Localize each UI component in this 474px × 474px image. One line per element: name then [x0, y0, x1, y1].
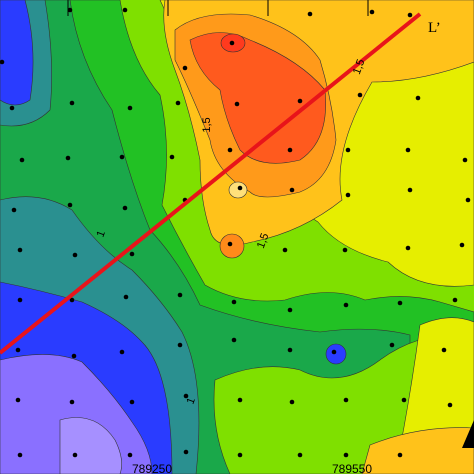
sample-point	[183, 449, 189, 455]
patch-yellow	[228, 181, 248, 199]
sample-point	[345, 192, 351, 198]
sample-point	[229, 40, 235, 46]
sample-point	[17, 247, 23, 253]
sample-point	[297, 452, 303, 458]
sample-point	[397, 452, 403, 458]
sample-point	[123, 294, 129, 300]
sample-point	[129, 399, 135, 405]
sample-point	[415, 95, 421, 101]
sample-point	[462, 157, 468, 163]
sample-point	[289, 187, 295, 193]
sample-point	[452, 297, 458, 303]
line-label: L’	[428, 20, 441, 36]
sample-point	[227, 241, 233, 247]
sample-point	[237, 452, 243, 458]
sample-point	[227, 147, 233, 153]
patch-blue	[325, 343, 347, 365]
sample-point	[182, 65, 188, 71]
sample-point	[0, 59, 5, 65]
sample-point	[231, 337, 237, 343]
sample-point	[343, 397, 349, 403]
sample-point	[287, 307, 293, 313]
band-orange-br	[361, 427, 474, 474]
sample-point	[465, 197, 471, 203]
sample-point	[175, 100, 181, 106]
contour-label: 1,5	[201, 117, 213, 132]
sample-point	[122, 205, 128, 211]
north-arrow	[462, 420, 474, 448]
x-label: 789550	[332, 462, 372, 474]
contour-label: 1,5	[351, 58, 368, 76]
sample-point	[307, 11, 313, 17]
sample-point	[297, 98, 303, 104]
sample-points	[0, 7, 471, 458]
sample-point	[183, 393, 189, 399]
sample-point	[127, 452, 133, 458]
contour-label: 1	[184, 396, 197, 406]
sample-point	[72, 452, 78, 458]
sample-point	[127, 105, 133, 111]
sample-point	[11, 207, 17, 213]
sample-point	[342, 247, 348, 253]
sample-point	[441, 347, 447, 353]
sample-point	[343, 452, 349, 458]
sample-point	[65, 155, 71, 161]
sample-point	[72, 252, 78, 258]
sample-point	[459, 242, 465, 248]
sample-point	[405, 147, 411, 153]
sample-point	[345, 147, 351, 153]
top-ticks	[67, 0, 369, 16]
sample-point	[234, 101, 240, 107]
sample-point	[169, 154, 175, 160]
patch-orange	[219, 233, 245, 259]
band-light-purple	[59, 417, 122, 474]
sample-point	[69, 399, 75, 405]
sample-point	[407, 187, 413, 193]
sample-point	[407, 12, 413, 18]
sample-point	[237, 185, 243, 191]
profile-line	[0, 12, 422, 355]
sample-point	[71, 353, 77, 359]
sample-point	[397, 300, 403, 306]
sample-point	[67, 202, 73, 208]
sample-point	[69, 297, 75, 303]
band-red	[189, 32, 326, 164]
sample-point	[15, 397, 21, 403]
sample-point	[17, 452, 23, 458]
sample-point	[119, 154, 125, 160]
sample-point	[19, 157, 25, 163]
sample-point	[67, 7, 73, 13]
sample-point	[289, 399, 295, 405]
sample-point	[401, 397, 407, 403]
sample-point	[129, 251, 135, 257]
sample-point	[231, 299, 237, 305]
sample-point	[389, 342, 395, 348]
sample-point	[331, 349, 337, 355]
sample-point	[15, 347, 21, 353]
sample-point	[282, 247, 288, 253]
sample-point	[357, 92, 363, 98]
sample-point	[287, 347, 293, 353]
sample-point	[119, 349, 125, 355]
sample-point	[237, 397, 243, 403]
sample-point	[17, 297, 23, 303]
sample-point	[369, 9, 375, 15]
sample-point	[122, 7, 128, 13]
sample-point	[177, 342, 183, 348]
band-blue-top	[0, 0, 34, 106]
sample-point	[287, 147, 293, 153]
sample-point	[343, 302, 349, 308]
contour-label: 1	[94, 229, 107, 239]
contour-label: 1,5	[255, 232, 272, 250]
sample-point	[447, 402, 453, 408]
sample-point	[69, 100, 75, 106]
sample-point	[177, 292, 183, 298]
sample-point	[405, 245, 411, 251]
sample-point	[9, 105, 15, 111]
x-label: 789250	[132, 462, 172, 474]
